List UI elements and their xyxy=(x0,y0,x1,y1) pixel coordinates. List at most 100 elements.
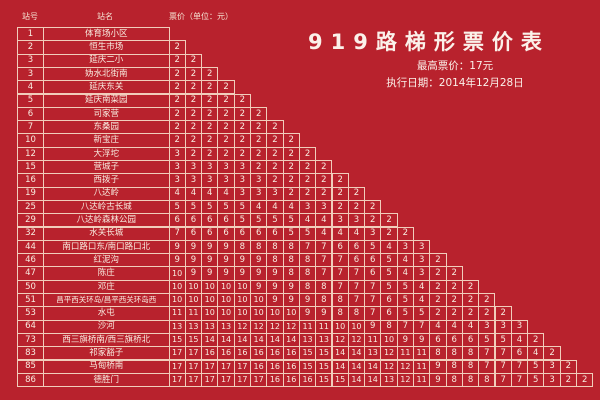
fare-cell: 9 xyxy=(168,253,186,268)
fare-cell: 9 xyxy=(282,279,300,294)
station-name: 祁家豁子 xyxy=(43,346,170,361)
fare-cell: 12 xyxy=(396,372,414,388)
fare-cell: 11 xyxy=(364,332,382,348)
fare-cell: 6 xyxy=(266,226,284,241)
fare-cell: 14 xyxy=(233,332,251,348)
fare-cell: 4 xyxy=(510,332,529,348)
fare-cell: 2 xyxy=(364,199,382,215)
fare-cell: 9 xyxy=(413,332,431,348)
fare-cell: 15 xyxy=(184,332,203,348)
station-name: 八达岭古长城 xyxy=(43,199,170,215)
station-number: 64 xyxy=(17,319,44,334)
fare-cell: 16 xyxy=(266,372,284,388)
fare-cell: 2 xyxy=(478,293,496,308)
station-number: 4 xyxy=(17,80,44,95)
fare-cell: 7 xyxy=(315,266,333,281)
fare-cell: 2 xyxy=(429,279,447,294)
fare-cell: 7 xyxy=(494,359,512,374)
fare-cell: 11 xyxy=(413,346,431,361)
fare-cell: 9 xyxy=(168,239,186,255)
fare-cell: 2 xyxy=(217,133,235,148)
fare-cell: 2 xyxy=(315,186,333,201)
station-name: 妫水北街南 xyxy=(43,66,170,82)
fare-cell: 8 xyxy=(461,346,480,361)
station-number: 12 xyxy=(17,146,44,161)
fare-cell: 2 xyxy=(282,186,300,201)
fare-cell: 14 xyxy=(347,359,366,374)
fare-cell: 5 xyxy=(413,306,431,321)
fare-cell: 2 xyxy=(217,146,235,161)
fare-cell: 17 xyxy=(201,359,219,374)
fare-cell: 13 xyxy=(184,319,203,334)
fare-cell: 9 xyxy=(217,253,235,268)
fare-cell: 7 xyxy=(168,226,186,241)
fare-cell: 3 xyxy=(510,319,529,334)
station-name: 恒生市场 xyxy=(43,40,170,55)
fare-cell: 15 xyxy=(168,332,186,348)
fare-cell: 3 xyxy=(250,173,268,188)
fare-cell: 7 xyxy=(364,279,382,294)
fare-cell: 16 xyxy=(266,359,284,374)
effective-date: 执行日期：2014年12月28日 xyxy=(386,77,524,89)
fare-cell: 5 xyxy=(380,253,398,268)
fare-cell: 8 xyxy=(445,372,463,388)
fare-cell: 6 xyxy=(217,226,235,241)
fare-cell: 8 xyxy=(250,239,268,255)
fare-cell: 16 xyxy=(282,346,300,361)
fare-cell: 11 xyxy=(168,306,186,321)
fare-cell: 9 xyxy=(250,279,268,294)
fare-cell: 10 xyxy=(168,266,186,281)
station-number: 15 xyxy=(17,160,44,175)
fare-cell: 16 xyxy=(298,372,317,388)
fare-cell: 5 xyxy=(184,199,203,215)
fare-cell: 3 xyxy=(413,266,431,281)
fare-cell: 3 xyxy=(347,213,366,228)
fare-cell: 9 xyxy=(298,293,317,308)
fare-cell: 17 xyxy=(184,372,203,388)
station-name: 营城子 xyxy=(43,160,170,175)
fare-cell: 6 xyxy=(217,213,235,228)
fare-cell: 8 xyxy=(445,359,463,374)
fare-cell: 6 xyxy=(250,226,268,241)
fare-cell: 3 xyxy=(478,319,496,334)
fare-cell: 17 xyxy=(250,372,268,388)
station-name: 延庆南菜园 xyxy=(43,93,170,108)
fare-cell: 2 xyxy=(233,120,251,135)
fare-cell: 10 xyxy=(266,306,284,321)
fare-cell: 10 xyxy=(168,293,186,308)
fare-cell: 11 xyxy=(298,319,317,334)
fare-cell: 4 xyxy=(315,213,333,228)
fare-cell: 4 xyxy=(445,319,463,334)
fare-cell: 8 xyxy=(282,266,300,281)
station-number: 16 xyxy=(17,173,44,188)
fare-cell: 15 xyxy=(298,359,317,374)
fare-cell: 16 xyxy=(217,346,235,361)
fare-cell: 3 xyxy=(543,359,561,374)
fare-cell: 2 xyxy=(168,66,186,82)
fare-cell: 2 xyxy=(347,186,366,201)
fare-cell: 13 xyxy=(315,332,333,348)
fare-cell: 7 xyxy=(364,306,382,321)
fare-cell: 9 xyxy=(201,239,219,255)
fare-cell: 17 xyxy=(184,359,203,374)
fare-cell: 4 xyxy=(331,226,349,241)
fare-cell: 9 xyxy=(429,372,447,388)
fare-cell: 9 xyxy=(266,293,284,308)
station-name: 延庆东关 xyxy=(43,80,170,95)
fare-cell: 17 xyxy=(233,359,251,374)
fare-cell: 2 xyxy=(478,306,496,321)
fare-cell: 6 xyxy=(510,346,529,361)
fare-cell: 15 xyxy=(331,372,349,388)
header-station-name: 站名 xyxy=(97,12,113,21)
fare-cell: 10 xyxy=(233,306,251,321)
fare-cell: 2 xyxy=(217,80,235,95)
fare-cell: 2 xyxy=(331,199,349,215)
fare-cell: 7 xyxy=(331,253,349,268)
fare-cell: 2 xyxy=(266,120,284,135)
fare-cell: 9 xyxy=(233,266,251,281)
fare-cell: 2 xyxy=(168,93,186,108)
station-number: 53 xyxy=(17,306,44,321)
fare-cell: 3 xyxy=(201,173,219,188)
fare-cell: 2 xyxy=(201,133,219,148)
fare-cell: 13 xyxy=(298,332,317,348)
